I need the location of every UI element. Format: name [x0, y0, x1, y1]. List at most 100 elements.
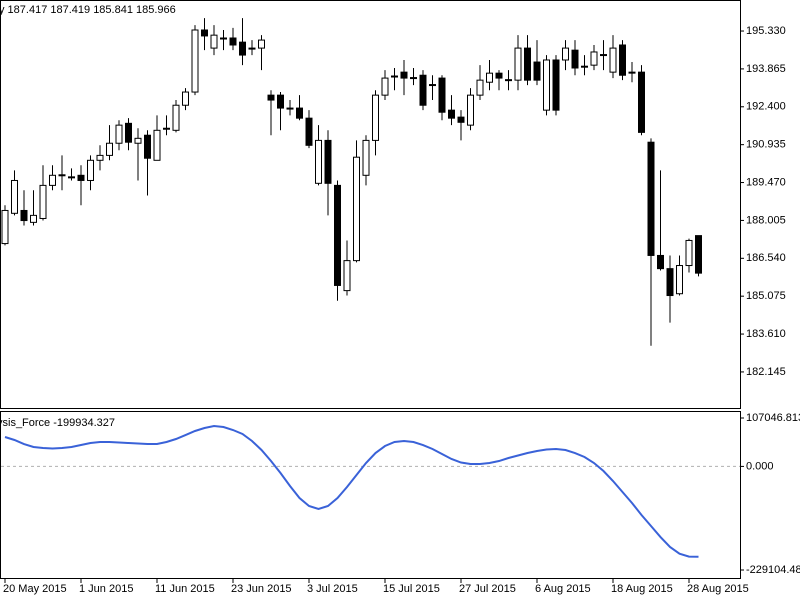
candle-body	[163, 127, 170, 130]
candle-body	[125, 122, 132, 143]
candle-body	[220, 37, 227, 40]
candle-body	[115, 124, 123, 144]
candle-body	[20, 209, 28, 222]
candle-body	[343, 260, 351, 292]
candle-body	[372, 94, 379, 141]
candle-body	[695, 235, 702, 274]
x-tick-label: 15 Jul 2015	[383, 583, 440, 595]
y-tick-label: -229104.48	[746, 564, 800, 576]
candle-body	[647, 141, 655, 256]
x-tick-label: 27 Jul 2015	[459, 583, 516, 595]
candle-body	[210, 34, 218, 49]
candle-body	[11, 179, 18, 214]
y-tick-label: 186.540	[746, 252, 786, 264]
candle-body	[334, 184, 341, 286]
candle-body	[657, 254, 664, 270]
candle-body	[201, 29, 208, 37]
candle-body	[410, 77, 417, 80]
candle-body	[248, 47, 256, 50]
y-tick-label: 107046.813	[746, 412, 800, 424]
candle-body	[391, 75, 398, 78]
indicator-panel	[0, 411, 741, 579]
candle-body	[562, 47, 569, 61]
candle-body	[305, 117, 313, 146]
candle-body	[590, 51, 598, 66]
candle-body	[315, 139, 322, 184]
main-panel	[0, 0, 741, 409]
candle-body	[286, 107, 294, 110]
candle-body	[495, 72, 503, 79]
x-tick-label: 6 Aug 2015	[535, 583, 591, 595]
candle-body	[153, 129, 161, 161]
y-tick-label: 188.005	[746, 214, 786, 226]
candle-body	[362, 139, 370, 176]
candle-body	[685, 239, 693, 267]
candle-body	[296, 107, 303, 119]
candle-body	[505, 79, 512, 82]
candle-body	[58, 174, 66, 177]
y-tick-label: 182.145	[746, 366, 786, 378]
candle-body	[267, 94, 275, 101]
x-tick-label: 20 May 2015	[3, 583, 67, 595]
candle-body	[239, 41, 246, 56]
candle-body	[30, 214, 37, 223]
candle-body	[514, 47, 522, 81]
y-tick-label: 192.400	[746, 101, 786, 113]
chart-title: y 187.417 187.419 185.841 185.966	[0, 4, 176, 16]
x-tick-label: 3 Jul 2015	[307, 583, 358, 595]
y-tick-label: 193.865	[746, 63, 786, 75]
candle-body	[77, 174, 85, 181]
candle-body	[87, 159, 94, 181]
x-tick-label: 18 Aug 2015	[611, 583, 673, 595]
candle-body	[419, 74, 427, 106]
candle-body	[638, 71, 645, 133]
candle-body	[172, 104, 180, 131]
candle-body	[600, 54, 607, 57]
candle-body	[258, 39, 265, 49]
candle-body	[229, 37, 237, 46]
candle-body	[68, 176, 75, 179]
candle-body	[381, 77, 389, 96]
candle-body	[438, 77, 446, 113]
candle-body	[581, 65, 588, 68]
y-tick-label: 183.610	[746, 328, 786, 340]
candle-body	[277, 94, 284, 109]
candle-body	[609, 47, 617, 73]
y-tick-label: 0.000	[746, 460, 774, 472]
candle-body	[134, 137, 142, 144]
candle-body	[533, 61, 541, 81]
candle-body	[1, 209, 9, 245]
candle-body	[524, 47, 531, 81]
candle-body	[324, 139, 332, 184]
y-tick-label: 185.075	[746, 290, 786, 302]
candle-body	[619, 44, 626, 76]
indicator-title: ysis_Force -199934.327	[0, 417, 115, 429]
candle-body	[400, 71, 408, 79]
candle-body	[49, 174, 56, 186]
candle-body	[39, 184, 47, 219]
candle-body	[552, 59, 560, 111]
indicator-line	[4, 425, 699, 558]
y-tick-label: 190.935	[746, 139, 786, 151]
candle-body	[543, 59, 550, 111]
candle-body	[486, 72, 493, 83]
x-tick-label: 11 Jun 2015	[155, 583, 215, 595]
candle-body	[628, 71, 636, 74]
candle-body	[571, 49, 579, 69]
x-tick-label: 23 Jun 2015	[231, 583, 292, 595]
y-tick-label: 189.470	[746, 176, 786, 188]
candle-body	[106, 142, 113, 156]
x-tick-label: 1 Jun 2015	[79, 583, 133, 595]
candle-body	[144, 134, 151, 159]
candle-body	[448, 109, 455, 119]
candle-body	[476, 79, 484, 96]
x-tick-label: 28 Aug 2015	[687, 583, 749, 595]
candle-body	[429, 84, 436, 87]
candle-body	[666, 268, 674, 297]
y-tick-label: 195.330	[746, 25, 786, 37]
candle-body	[457, 116, 465, 123]
candle-body	[353, 156, 360, 262]
candle-body	[96, 154, 104, 161]
candle-body	[467, 94, 474, 126]
